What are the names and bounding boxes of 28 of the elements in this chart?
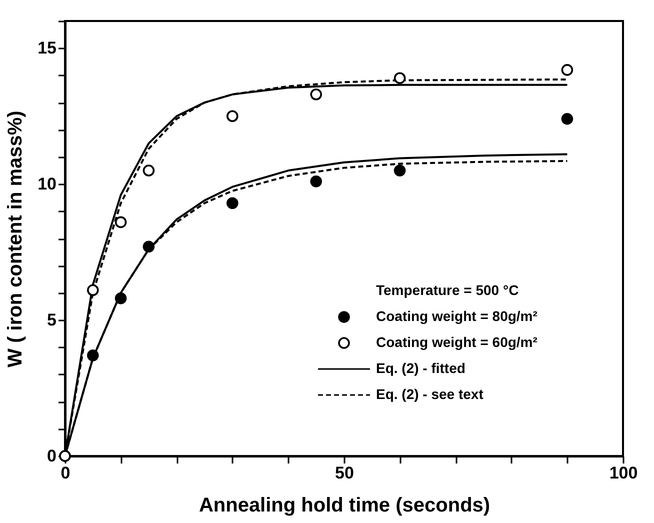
- point: [226, 110, 238, 122]
- legend-label: Coating weight = 60g/m²: [376, 334, 538, 350]
- point: [394, 72, 406, 84]
- point: [87, 284, 99, 296]
- point: [226, 197, 238, 210]
- point: [114, 292, 127, 304]
- y-axis-title: W ( iron content in mass%): [4, 110, 27, 368]
- y-tick-label: 0: [47, 446, 56, 466]
- point: [142, 164, 155, 176]
- x-axis-title: Annealing hold time (seconds): [198, 494, 490, 516]
- point: [394, 164, 406, 176]
- legend-label: Coating weight = 80g/m²: [376, 308, 538, 324]
- y-tick-label: 15: [38, 38, 56, 58]
- x-tick-label: 100: [609, 464, 638, 482]
- legend-label: Eq. (2) - fitted: [376, 360, 466, 376]
- y-tick-label: 5: [47, 310, 56, 330]
- legend-title: Temperature = 500 °C: [376, 282, 519, 298]
- point: [310, 88, 322, 100]
- x-tick-label: 50: [335, 464, 354, 482]
- y-tick-label: 10: [38, 174, 56, 194]
- legend-label: Eq. (2) - see text: [376, 386, 484, 402]
- point: [310, 176, 322, 188]
- point: [87, 350, 99, 362]
- point: [114, 216, 127, 228]
- point: [561, 64, 574, 76]
- point: [561, 112, 574, 125]
- point: [142, 240, 155, 253]
- x-tick-label: 0: [60, 464, 70, 482]
